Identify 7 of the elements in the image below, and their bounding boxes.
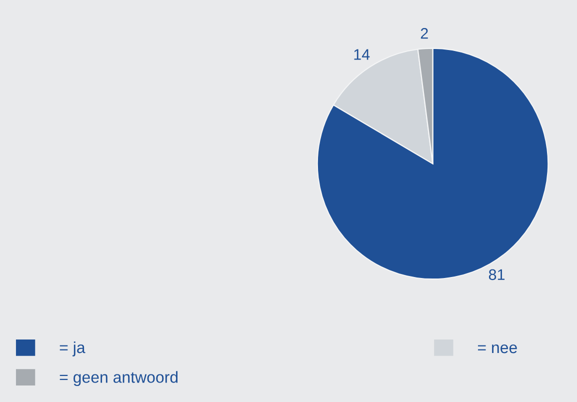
legend-label: = geen antwoord bbox=[60, 371, 178, 386]
pie-slice bbox=[316, 48, 549, 280]
data-label: 14 bbox=[354, 49, 370, 60]
legend-label: = nee bbox=[478, 344, 517, 354]
data-label: 81 bbox=[488, 269, 505, 280]
legend-label: = ja bbox=[60, 341, 86, 356]
data-label: 2 bbox=[420, 28, 428, 39]
